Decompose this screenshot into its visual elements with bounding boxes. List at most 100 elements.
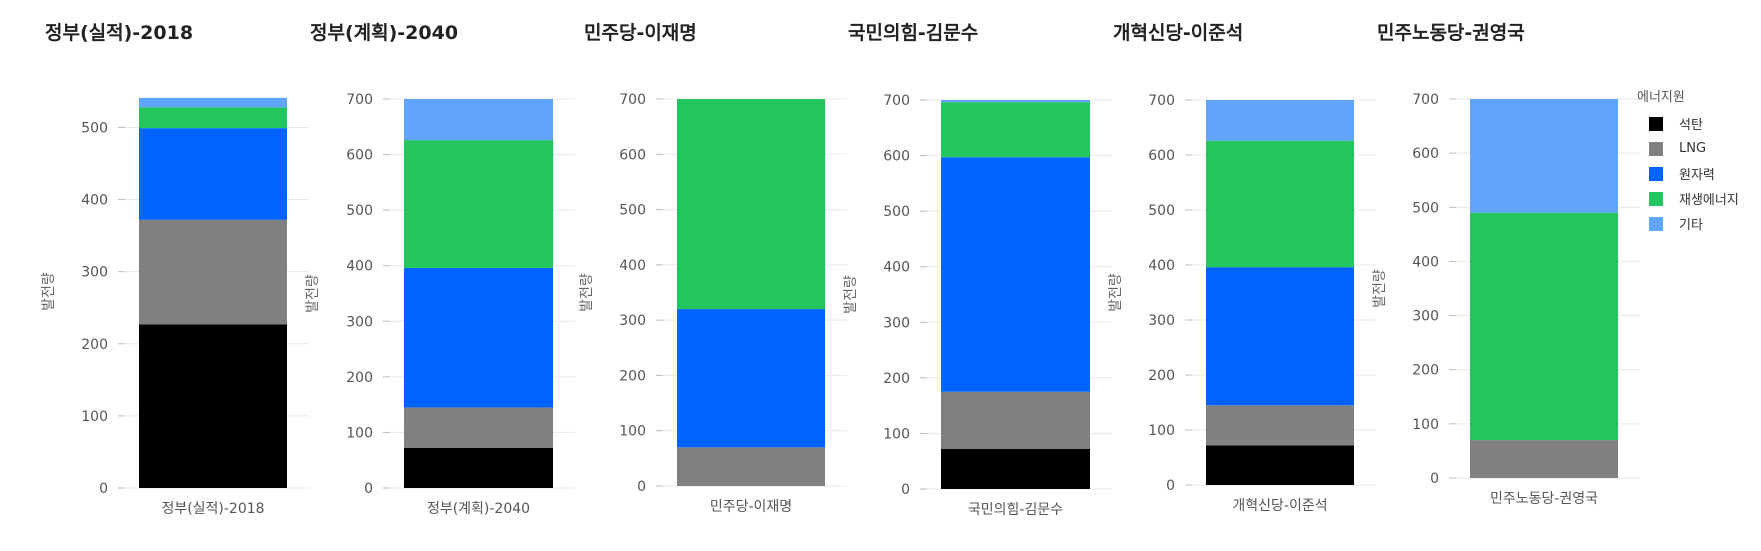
- bar-segment-coal: [1206, 445, 1354, 485]
- y-tick-label: 700: [619, 92, 646, 108]
- bar-segment-lng: [941, 391, 1090, 449]
- y-tick-label: 100: [346, 425, 373, 441]
- legend-label-coal: 석탄: [1679, 118, 1703, 133]
- y-tick-label: 700: [1148, 93, 1175, 109]
- y-tick-label: 400: [81, 193, 108, 209]
- bar-segment-renewable: [677, 99, 825, 310]
- y-tick-label: 400: [883, 260, 910, 276]
- y-axis-label: 발전량: [843, 275, 859, 314]
- y-axis-label: 발전량: [41, 272, 57, 311]
- bar-segment-nuclear: [404, 267, 553, 408]
- legend-swatch-renewable: [1649, 191, 1663, 206]
- bar-segment-coal: [139, 324, 287, 488]
- legend-item-nuclear: 원자력: [1637, 161, 1739, 186]
- legend-swatch-lng: [1649, 141, 1663, 156]
- y-axis-label: 발전량: [1372, 269, 1388, 308]
- y-tick-label: 400: [1412, 254, 1439, 270]
- y-tick-label: 200: [1148, 368, 1175, 384]
- legend-item-coal: 석탄: [1637, 111, 1739, 136]
- bar-segment-lng: [139, 219, 287, 325]
- bar-segment-nuclear: [941, 157, 1090, 392]
- y-tick-label: 0: [364, 481, 373, 497]
- y-tick-label: 200: [883, 371, 910, 387]
- y-tick-label: 700: [883, 93, 910, 109]
- y-axis-label: 발전량: [305, 274, 321, 313]
- bar-segment-renewable: [404, 140, 553, 268]
- y-tick-label: 0: [99, 481, 108, 497]
- x-tick-label: 민주당-이재명: [710, 499, 792, 515]
- bar-segment-other: [404, 99, 553, 141]
- x-tick-label: 민주노동당-권영국: [1490, 491, 1598, 507]
- bar-segment-other: [1470, 99, 1618, 213]
- bar-segment-renewable: [139, 107, 287, 129]
- bar-segment-lng: [1470, 440, 1618, 478]
- y-tick-label: 600: [1148, 148, 1175, 164]
- legend: 에너지원 석탄 LNG 원자력 재생에너지 기타: [1637, 86, 1739, 236]
- y-tick-label: 300: [346, 314, 373, 330]
- y-tick-label: 600: [619, 147, 646, 163]
- bar-segment-lng: [677, 447, 825, 486]
- y-tick-label: 700: [346, 92, 373, 108]
- legend-title: 에너지원: [1637, 90, 1685, 105]
- bar-segment-coal: [404, 447, 553, 488]
- y-tick-label: 300: [883, 315, 910, 331]
- chart-title-3: 민주당-이재명: [584, 22, 697, 44]
- y-tick-label: 300: [81, 265, 108, 281]
- y-tick-label: 600: [346, 148, 373, 164]
- bar-segment-other: [941, 100, 1090, 103]
- y-tick-label: 100: [81, 409, 108, 425]
- y-tick-label: 200: [619, 368, 646, 384]
- legend-item-other: 기타: [1637, 211, 1739, 236]
- y-tick-label: 400: [346, 259, 373, 275]
- legend-label-nuclear: 원자력: [1679, 168, 1715, 183]
- y-tick-label: 300: [1412, 309, 1439, 325]
- legend-swatch-other: [1649, 216, 1663, 231]
- bar-segment-other: [1206, 100, 1354, 141]
- bar-segment-nuclear: [677, 309, 825, 448]
- x-tick-label: 개혁신당-이준석: [1232, 498, 1327, 514]
- x-tick-label: 정부(계획)-2040: [427, 501, 530, 517]
- y-tick-label: 200: [346, 370, 373, 386]
- y-tick-label: 100: [1412, 417, 1439, 433]
- y-tick-label: 500: [1412, 200, 1439, 216]
- y-tick-label: 0: [637, 479, 646, 495]
- y-tick-label: 0: [1430, 471, 1439, 487]
- legend-swatch-coal: [1649, 116, 1663, 131]
- legend-label-lng: LNG: [1679, 141, 1707, 156]
- y-tick-label: 0: [901, 482, 910, 498]
- legend-item-renewable: 재생에너지: [1637, 186, 1739, 211]
- chart-title-1: 정부(실적)-2018: [45, 22, 194, 44]
- bar-segment-lng: [1206, 405, 1354, 446]
- y-axis-label: 발전량: [1108, 273, 1124, 312]
- y-tick-label: 100: [619, 424, 646, 440]
- chart-title-5: 개혁신당-이준석: [1113, 22, 1244, 44]
- y-tick-label: 600: [883, 149, 910, 165]
- bar-segment-other: [139, 97, 287, 108]
- chart-title-2: 정부(계획)-2040: [310, 22, 459, 44]
- y-axis-label: 발전량: [579, 273, 595, 312]
- bar-segment-coal: [941, 448, 1090, 489]
- y-tick-label: 300: [619, 313, 646, 329]
- bar-segment-renewable: [1206, 140, 1354, 268]
- x-tick-label: 정부(실적)-2018: [161, 501, 264, 517]
- bar-segment-renewable: [1470, 212, 1618, 441]
- y-tick-label: 200: [1412, 363, 1439, 379]
- y-tick-label: 400: [619, 258, 646, 274]
- legend-item-lng: LNG: [1637, 136, 1739, 161]
- y-tick-label: 500: [619, 203, 646, 219]
- y-tick-label: 500: [346, 203, 373, 219]
- y-tick-label: 500: [883, 204, 910, 220]
- bar-segment-nuclear: [1206, 267, 1354, 406]
- bar-segment-lng: [404, 407, 553, 448]
- y-tick-label: 0: [1166, 478, 1175, 494]
- chart-title-4: 국민의힘-김문수: [848, 22, 979, 44]
- chart-title-6: 민주노동당-권영국: [1377, 22, 1525, 44]
- y-tick-label: 200: [81, 337, 108, 353]
- bar-segment-nuclear: [139, 128, 287, 220]
- y-tick-label: 100: [1148, 423, 1175, 439]
- y-tick-label: 500: [1148, 203, 1175, 219]
- y-tick-label: 700: [1412, 92, 1439, 108]
- y-tick-label: 600: [1412, 146, 1439, 162]
- legend-swatch-nuclear: [1649, 166, 1663, 181]
